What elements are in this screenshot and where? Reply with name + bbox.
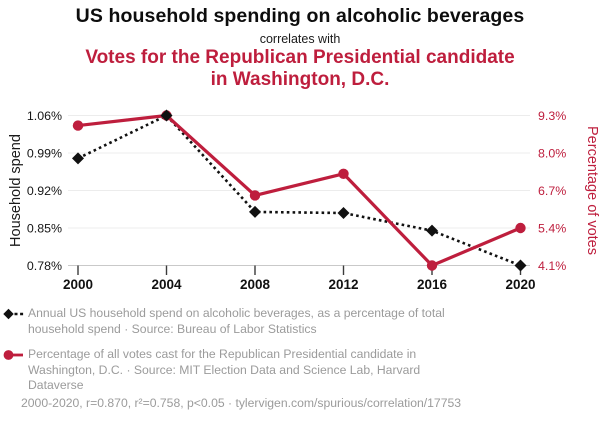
data-point-household-spend-2000 bbox=[72, 152, 84, 165]
left-axis-tick-label: 0.78% bbox=[27, 259, 62, 273]
data-point-household-spend-2016 bbox=[426, 224, 438, 237]
chart-svg: 2000 2004 2008 2012 2016 2020 1.06% 0.99% 0.92% 0… bbox=[8, 109, 600, 292]
series-line-republican-votes bbox=[76, 113, 523, 268]
data-point-republican-votes-2016 bbox=[426, 260, 438, 271]
left-axis-tick-label: 0.85% bbox=[27, 221, 62, 235]
data-point-household-spend-2020 bbox=[514, 259, 527, 272]
x-tick-label-2012: 2012 bbox=[328, 277, 358, 292]
left-axis-tick-label: 1.06% bbox=[27, 109, 62, 123]
connector-text: correlates with bbox=[259, 32, 341, 46]
data-point-household-spend-2008 bbox=[249, 205, 261, 218]
legend-item-republican-votes: Percentage of all votes cast for the Rep… bbox=[3, 347, 471, 394]
left-axis-tick-label: 0.99% bbox=[27, 146, 62, 160]
right-axis-tick-label: 4.1% bbox=[538, 259, 566, 273]
secondary-title: Votes for the Republican Presidential ca… bbox=[85, 47, 515, 90]
household-spend-series-marker-icon bbox=[3, 308, 25, 320]
legend-item-household-spend: Annual US household spend on alcoholic b… bbox=[3, 306, 471, 337]
x-tick-label-2008: 2008 bbox=[240, 277, 271, 292]
right-axis-tick-label: 5.4% bbox=[538, 221, 566, 235]
data-point-republican-votes-2008 bbox=[249, 190, 261, 201]
data-point-republican-votes-2020 bbox=[515, 222, 526, 234]
data-point-republican-votes-2012 bbox=[338, 168, 349, 179]
legend: Annual US household spend on alcoholic b… bbox=[3, 306, 471, 404]
x-tick-label-2004: 2004 bbox=[151, 277, 182, 292]
series-line-household-spend bbox=[77, 113, 521, 267]
data-point-republican-votes-2000 bbox=[72, 120, 84, 131]
legend-text-household-spend: Annual US household spend on alcoholic b… bbox=[28, 306, 445, 336]
left-axis-tick-label: 0.92% bbox=[27, 184, 62, 198]
right-axis-tick-label: 9.3% bbox=[538, 109, 566, 123]
data-point-household-spend-2012 bbox=[337, 207, 350, 219]
republican-votes-series-marker-icon bbox=[3, 350, 23, 361]
x-tick-label-2000: 2000 bbox=[63, 277, 93, 292]
legend-text-republican-votes: Percentage of all votes cast for the Rep… bbox=[28, 347, 421, 393]
footer-stats: 2000-2020, r=0.870, r²=0.758, p<0.05 · t… bbox=[21, 396, 462, 410]
data-point-household-spend-2004 bbox=[160, 109, 173, 122]
x-tick-label-2016: 2016 bbox=[417, 277, 448, 292]
x-tick-label-2020: 2020 bbox=[505, 277, 535, 292]
left-axis-title: Household spend bbox=[8, 134, 24, 247]
page-title: US household spending on alcoholic bever… bbox=[75, 5, 525, 27]
right-axis-tick-label: 8.0% bbox=[538, 146, 566, 160]
right-axis-tick-label: 6.7% bbox=[538, 184, 566, 198]
right-axis-title: Percentage of votes bbox=[584, 126, 600, 255]
